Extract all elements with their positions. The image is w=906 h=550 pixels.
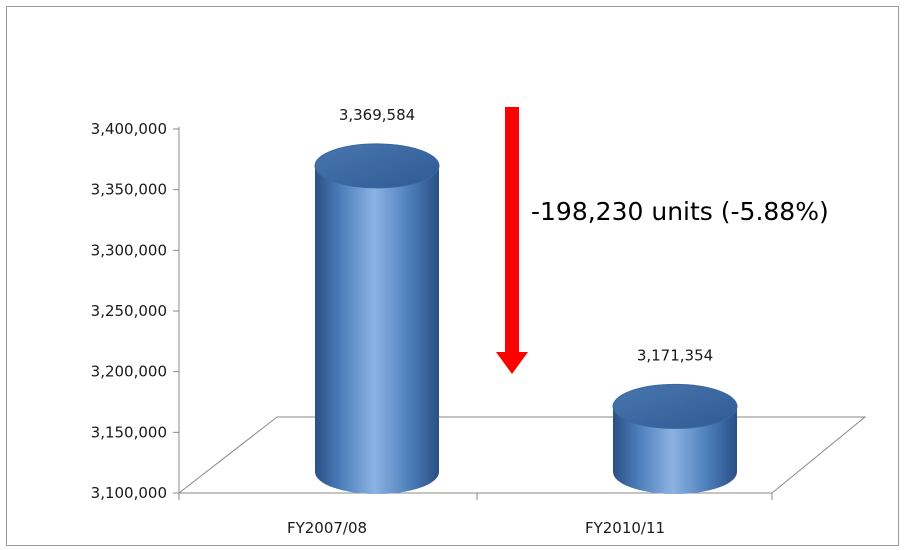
change-arrow-shaft	[505, 107, 519, 357]
bar-1	[314, 143, 440, 495]
y-tick-label: 3,200,000	[91, 363, 167, 381]
bar-top-cap	[314, 143, 440, 189]
change-arrow	[496, 107, 528, 374]
y-tick-label: 3,350,000	[91, 181, 167, 199]
y-tick-label: 3,300,000	[91, 241, 167, 259]
y-tick-label: 3,100,000	[91, 484, 167, 502]
change-arrow-head	[496, 352, 528, 374]
bar-2	[612, 383, 738, 494]
chart-canvas: 3,100,000 3,150,000 3,200,000 3,250,000 3,30…	[91, 106, 867, 537]
bar-value-label: 3,171,354	[637, 346, 713, 364]
y-tick-label: 3,150,000	[91, 423, 167, 441]
y-tick-label: 3,250,000	[91, 302, 167, 320]
x-tick-label: FY2007/08	[287, 519, 367, 537]
y-tick-label: 3,400,000	[91, 120, 167, 138]
x-tick-label: FY2010/11	[585, 519, 665, 537]
bar-body	[315, 165, 439, 495]
chart-frame: 3,100,000 3,150,000 3,200,000 3,250,000 3,30…	[6, 6, 899, 546]
chart-floor	[177, 416, 867, 494]
bar-value-label: 3,369,584	[339, 106, 415, 124]
bar-body	[613, 406, 737, 494]
change-annotation: -198,230 units (-5.88%)	[531, 197, 829, 226]
bar-top-cap	[612, 383, 738, 429]
